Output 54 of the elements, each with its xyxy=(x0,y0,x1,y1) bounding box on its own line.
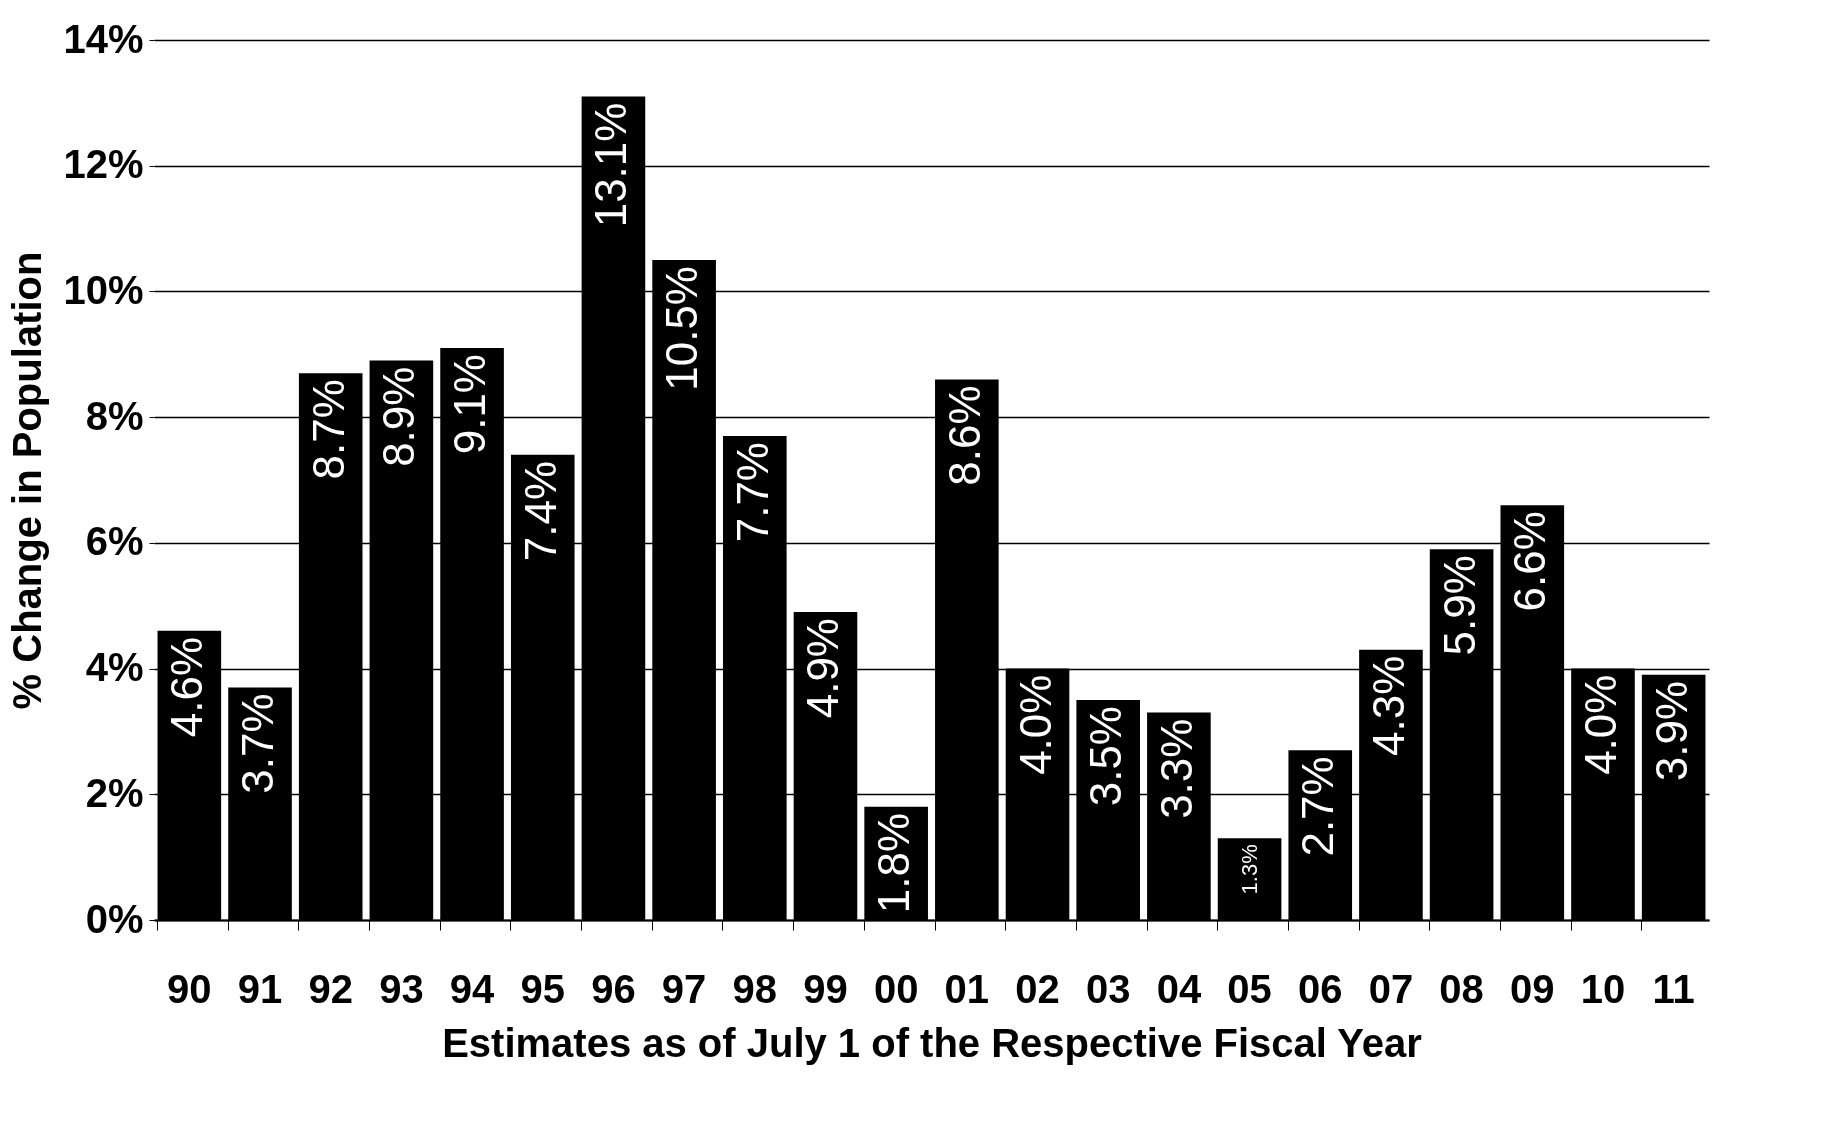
x-tick-label: 05 xyxy=(1227,966,1272,1011)
data-label: 3.3% xyxy=(1151,718,1201,819)
data-label: 10.5% xyxy=(657,266,707,391)
x-tick-label: 94 xyxy=(449,966,496,1011)
x-tick-label: 10 xyxy=(1580,966,1626,1011)
y-tick-label: 14% xyxy=(63,16,144,61)
x-tick-label: 93 xyxy=(379,966,424,1011)
data-label: 1.3% xyxy=(1236,844,1262,895)
data-label: 8.7% xyxy=(303,379,353,480)
x-tick-label: 99 xyxy=(803,966,848,1011)
x-tick-label: 03 xyxy=(1085,966,1131,1011)
data-label: 6.6% xyxy=(1505,511,1555,612)
y-tick-label: 8% xyxy=(85,393,144,438)
x-tick-label: 04 xyxy=(1156,966,1202,1011)
y-tick-label: 0% xyxy=(85,896,144,941)
y-tick-label: 6% xyxy=(85,519,144,564)
data-label: 9.1% xyxy=(445,354,495,455)
data-label: 3.7% xyxy=(233,693,283,794)
data-label: 7.7% xyxy=(727,442,777,543)
y-tick-label: 2% xyxy=(85,770,144,815)
y-tick-label: 12% xyxy=(63,142,144,187)
x-tick-label: 07 xyxy=(1368,966,1414,1011)
x-tick-label: 01 xyxy=(944,966,990,1011)
y-tick-label: 10% xyxy=(63,267,144,312)
data-label: 4.0% xyxy=(1575,674,1625,775)
data-label: 8.6% xyxy=(939,385,989,486)
data-label: 5.9% xyxy=(1434,555,1484,656)
data-label: 4.3% xyxy=(1363,655,1413,757)
x-tick-label: 06 xyxy=(1298,966,1343,1011)
data-label: 1.8% xyxy=(869,812,919,914)
data-label: 13.1% xyxy=(586,102,636,228)
x-tick-label: 96 xyxy=(591,966,636,1011)
x-tick-label: 98 xyxy=(732,966,778,1011)
x-tick-label: 97 xyxy=(661,966,707,1011)
x-tick-label: 00 xyxy=(873,966,919,1011)
x-tick-label: 02 xyxy=(1015,966,1060,1011)
x-tick-label: 11 xyxy=(1652,966,1695,1011)
data-label: 4.6% xyxy=(162,636,212,738)
x-tick-label: 95 xyxy=(520,966,565,1011)
x-tick-label: 08 xyxy=(1439,966,1484,1011)
data-label: 4.9% xyxy=(798,618,848,719)
y-axis-title: % Change in Population xyxy=(5,251,50,710)
data-label: 4.0% xyxy=(1010,674,1060,775)
y-tick-label: 4% xyxy=(85,645,144,690)
x-tick-label: 09 xyxy=(1510,966,1555,1011)
x-axis-title: Estimates as of July 1 of the Respective Fiscal Year xyxy=(442,1020,1422,1065)
data-label: 3.9% xyxy=(1646,680,1696,782)
data-label: 2.7% xyxy=(1293,756,1343,857)
x-tick-label: 90 xyxy=(167,966,212,1011)
data-label: 8.9% xyxy=(374,366,424,467)
x-tick-label: 91 xyxy=(237,966,283,1011)
data-label: 3.5% xyxy=(1081,706,1131,807)
data-label: 7.4% xyxy=(515,460,565,562)
x-tick-label: 92 xyxy=(308,966,353,1011)
